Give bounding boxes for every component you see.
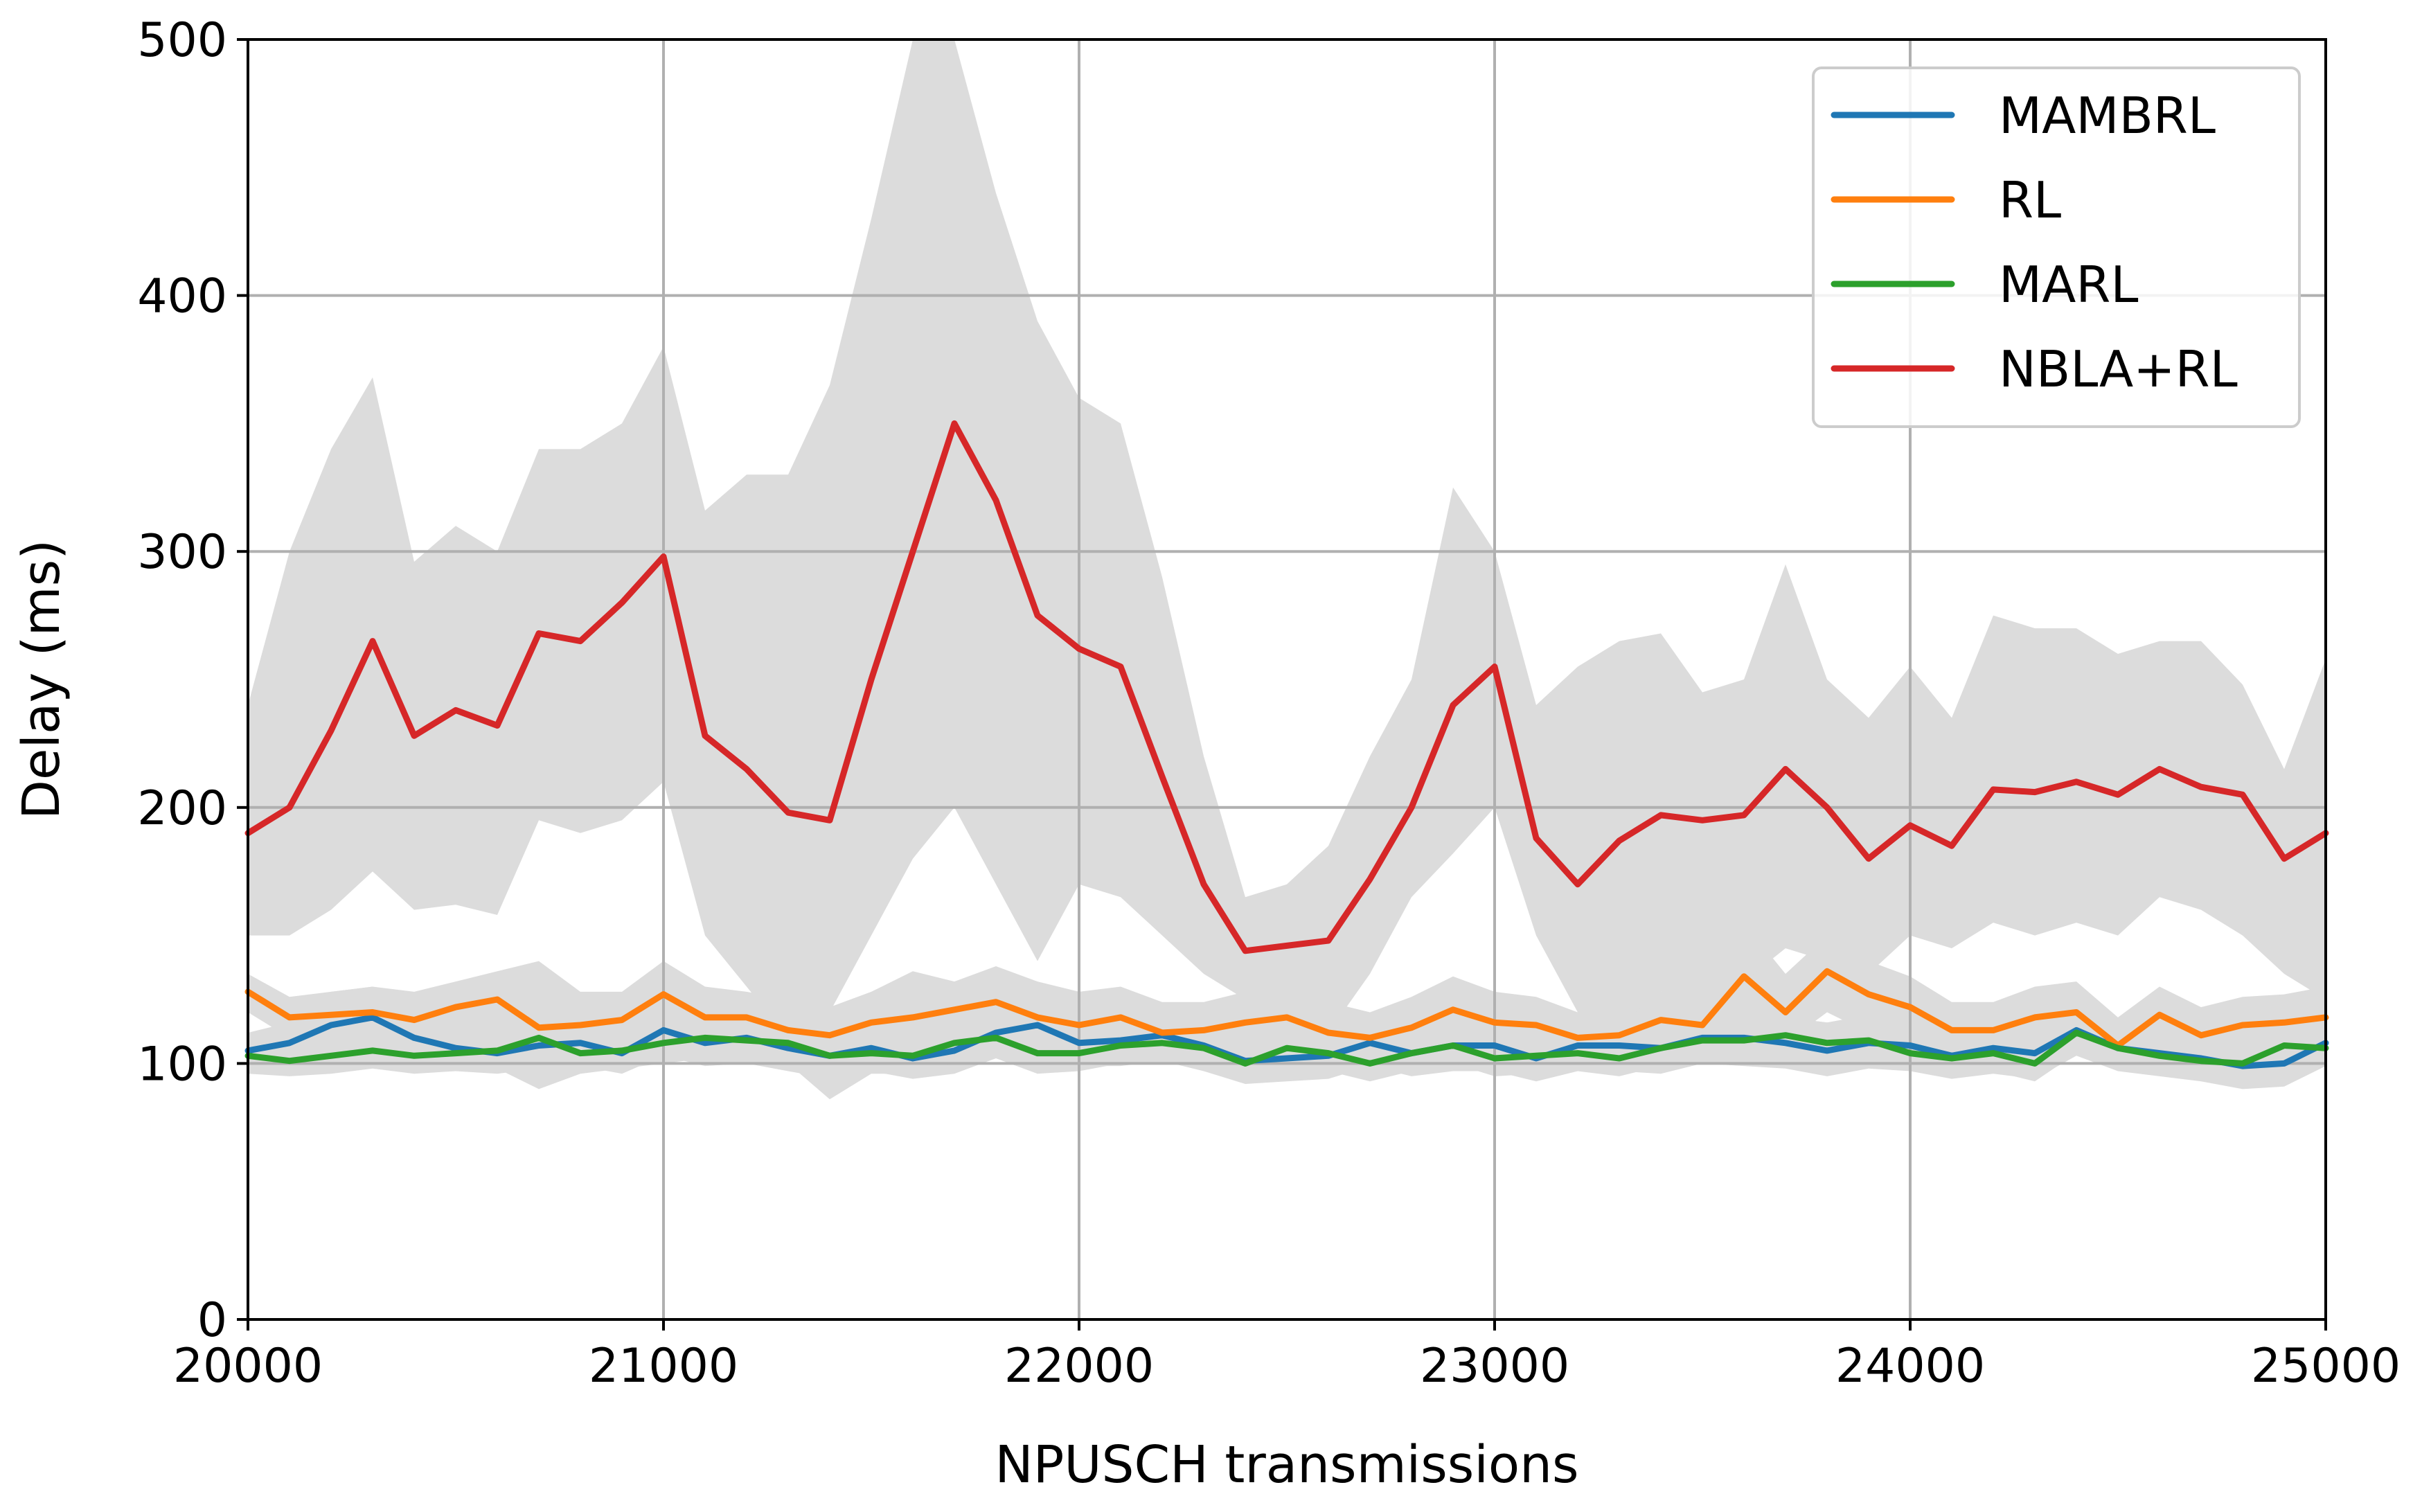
y-tick-label: 200 <box>137 781 227 836</box>
x-axis-ticks: 20000 21000 22000 23000 24000 25000 <box>173 1319 2401 1394</box>
y-tick-label: 500 <box>137 13 227 68</box>
x-tick-label: 20000 <box>173 1339 323 1394</box>
x-tick-label: 21000 <box>589 1339 738 1394</box>
x-tick-label: 25000 <box>2251 1339 2401 1394</box>
x-tick-label: 22000 <box>1004 1339 1154 1394</box>
y-tick-label: 0 <box>197 1293 227 1348</box>
legend-label: NBLA+RL <box>1999 340 2238 398</box>
x-axis-title: NPUSCH transmissions <box>995 1435 1578 1495</box>
y-tick-label: 300 <box>137 525 227 580</box>
y-axis-ticks: 0 100 200 300 400 500 <box>137 13 248 1348</box>
x-tick-label: 24000 <box>1835 1339 1985 1394</box>
y-tick-label: 400 <box>137 269 227 324</box>
series-line-rl <box>244 968 2329 1049</box>
series-line-nbla-rl <box>244 420 2329 954</box>
series-lines <box>244 420 2329 1069</box>
legend-label: MARL <box>1999 256 2139 314</box>
series-line-marl <box>244 1029 2329 1067</box>
legend-label: MAMBRL <box>1999 87 2216 145</box>
legend-box <box>1812 66 2301 428</box>
legend: MAMBRL RL MARL NBLA+RL <box>1812 66 2301 428</box>
y-tick-label: 100 <box>137 1037 227 1092</box>
x-tick-label: 23000 <box>1420 1339 1569 1394</box>
legend-label: RL <box>1999 171 2061 229</box>
y-axis-title: Delay (ms) <box>12 540 71 819</box>
series-line-mambrl <box>244 1014 2329 1069</box>
plot-frame <box>247 38 2327 1321</box>
